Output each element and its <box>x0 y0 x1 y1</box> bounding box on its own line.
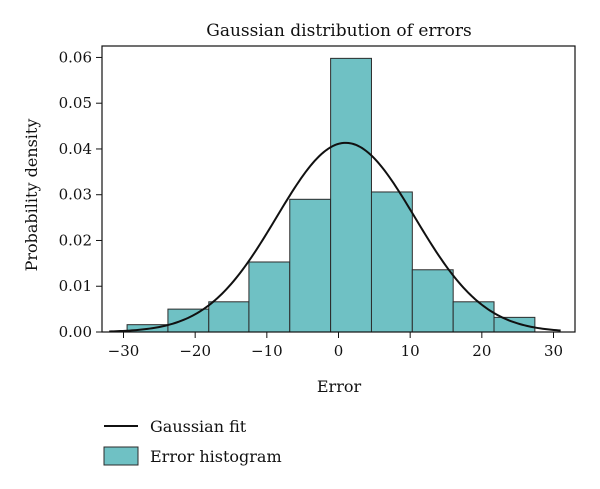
y-tick-label: 0.04 <box>59 140 92 158</box>
x-tick-label: −10 <box>251 342 283 360</box>
histogram-bars <box>126 57 536 333</box>
histogram-bar-3 <box>208 301 250 333</box>
gaussian-fit-curve <box>109 141 561 333</box>
chart-title: Gaussian distribution of errors <box>206 21 472 41</box>
histogram-bar-2 <box>167 308 210 333</box>
y-axis-ticks: 0.00 0.01 0.02 0.03 0.04 0.05 0.06 <box>59 48 102 341</box>
legend: Gaussian fit Error histogram <box>103 417 282 466</box>
x-tick-label: −30 <box>108 342 140 360</box>
x-tick-label: 0 <box>334 342 344 360</box>
x-tick-label: −20 <box>179 342 211 360</box>
x-tick-label: 30 <box>544 342 563 360</box>
y-tick-label: 0.05 <box>59 94 92 112</box>
y-tick-label: 0.02 <box>59 231 92 249</box>
histogram-bar-7 <box>370 191 413 333</box>
y-tick-label: 0.00 <box>59 323 92 341</box>
x-axis-ticks: −30 −20 −10 0 10 20 30 <box>108 332 563 360</box>
legend-histogram-swatch <box>103 446 139 466</box>
y-tick-label: 0.03 <box>59 186 92 204</box>
y-axis-label: Probability density <box>22 119 41 272</box>
x-tick-label: 20 <box>472 342 491 360</box>
histogram-bar-6 <box>330 57 372 333</box>
y-tick-label: 0.06 <box>59 48 92 66</box>
histogram-bar-4 <box>248 261 291 333</box>
histogram-bar-9 <box>452 301 495 333</box>
x-axis-label: Error <box>317 377 362 396</box>
legend-histogram-label: Error histogram <box>150 447 282 466</box>
histogram-bar-5 <box>289 198 332 333</box>
legend-fit-label: Gaussian fit <box>150 417 247 436</box>
histogram-bar-8 <box>411 269 454 333</box>
histogram-bar-10 <box>493 316 536 333</box>
y-tick-label: 0.01 <box>59 277 92 295</box>
x-tick-label: 10 <box>401 342 420 360</box>
